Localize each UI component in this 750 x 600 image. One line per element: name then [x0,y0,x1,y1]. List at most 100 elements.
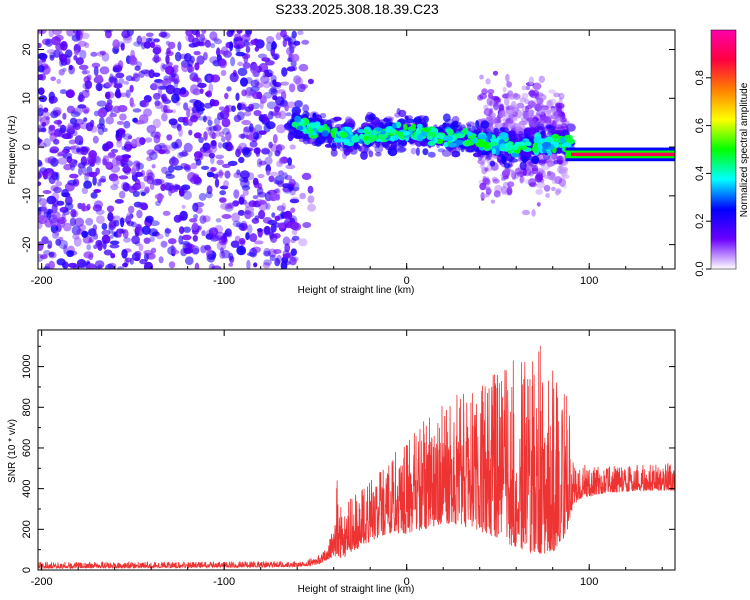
spectrogram-noise-blob [171,155,176,165]
spectrogram-noise-blob [65,89,75,99]
spectrogram-ridge-halo [472,152,482,158]
spectrogram-noise-blob [55,171,60,182]
spectrogram-ridge-halo [326,119,332,128]
spectrogram-noise-blob [86,203,91,211]
spectrogram-noise-blob [128,54,137,65]
spectrogram-noise-blob [148,69,155,79]
spectrogram-scatter-blob [553,92,561,98]
spectrogram-noise-blob [245,46,251,53]
spectrogram-ridge-halo [529,122,537,130]
spectrogram-noise-blob [201,30,207,35]
spectrogram-noise-blob [43,138,51,147]
spectrogram-scatter-blob [502,86,507,93]
spectrogram-scatter-blob [479,74,484,80]
spectrogram-ridge-core [563,134,573,141]
spectrogram-noise-blob [62,112,67,120]
spectrogram-noise-blob [225,104,233,113]
spectrogram-ridge-core [374,127,383,132]
spectrogram-noise-blob [145,215,154,223]
spectrogram-noise-blob [171,93,180,104]
spectrogram-noise-blob [131,235,141,245]
spectrogram-noise-blob [98,117,105,127]
spectrogram-scatter-blob [493,102,499,111]
spectrogram-scatter-blob [501,186,507,195]
spectrogram-scatter-blob [485,156,491,161]
chart-title: S233.2025.308.18.39.C23 [275,1,439,17]
spectrogram-noise-blob [66,105,75,114]
spectrogram-scatter-blob [491,95,500,101]
spectrogram-noise-blob [110,165,121,173]
spectrogram-ridge-halo [519,161,527,171]
spectrogram-noise-blob [275,32,282,41]
spectrogram-scatter-blob [516,102,525,109]
spectrogram-noise-blob [264,72,273,78]
spectrogram-noise-blob [154,193,165,200]
spectrogram-noise-blob [250,86,260,92]
spectrogram-noise-blob [138,243,144,252]
spectrogram-noise-blob [115,130,120,138]
spectrogram-noise-blob [89,119,95,128]
spectrogram-noise-blob [220,69,227,77]
spectrogram-noise-blob [227,160,238,167]
spectrogram-noise-blob [109,244,120,249]
spectrogram-ridge-core [475,140,486,148]
spectrogram-scatter-blob [496,122,503,129]
spectrogram-ridge-halo [507,130,516,139]
spectrogram-noise-blob [228,262,234,267]
spectrogram-noise-blob [112,215,121,222]
spectrogram-noise-blob [178,226,185,235]
spectrogram-noise-blob [203,51,208,61]
spectrogram-noise-blob [99,66,110,75]
spectrogram-noise-blob [165,54,170,65]
spectrogram-noise-blob [270,171,279,176]
spectrogram-noise-blob [104,30,112,39]
spectrogram-ridge-halo [499,127,505,132]
spectrogram-noise-blob [116,120,124,125]
spectrogram-noise-blob [96,51,105,57]
spectrogram-noise-blob [48,251,55,258]
spectrogram-scatter-blob [535,188,543,195]
spectrogram-noise-blob [120,43,125,51]
spectrogram-scatter-blob [488,93,493,99]
spectrogram-noise-blob [264,69,273,78]
spectrogram-noise-blob [55,180,63,187]
spectrogram-noise-blob [71,123,80,128]
spectrogram-noise-blob [51,211,61,220]
spectrogram-ridge-core [512,144,519,151]
spectrogram-scatter-blob [527,110,533,115]
spectrogram-noise-blob [156,233,164,240]
spectrogram-noise-blob [242,189,249,196]
spectrogram-noise-blob [153,53,160,64]
spectrogram-noise-blob [273,188,280,194]
spectrogram-noise-blob [206,185,213,195]
spectrogram-noise-blob [203,131,208,141]
spectrogram-noise-blob [254,124,263,132]
spectrogram-noise-blob [165,50,174,57]
colorbar-strip [710,29,737,270]
spectrogram-noise-blob [112,66,120,73]
spectrogram-noise-blob [291,53,300,62]
spectrogram-noise-blob [115,72,125,79]
spectrogram-noise-blob [258,160,267,166]
spectrogram-noise-blob [121,30,131,39]
spectrogram-noise-blob [73,237,82,247]
spectrogram-noise-blob [302,104,310,113]
spectrogram-noise-blob [187,34,195,43]
spectrogram-scatter-blob [492,70,499,76]
spectrogram-noise-blob [154,144,163,152]
spectrogram-noise-blob [285,112,292,117]
spectrogram-scatter-blob [514,167,523,175]
spectrogram-ridge-halo [363,147,371,154]
spectrogram-noise-blob [224,105,230,116]
spectrogram-noise-blob [181,234,192,241]
spectrogram-noise-blob [192,235,198,242]
spectrogram-noise-blob [99,50,107,55]
spectrogram-scatter-blob [545,193,550,198]
spectrogram-noise-blob [78,140,84,146]
spectrogram-noise-blob [278,110,287,120]
spectrogram-ridge-region [286,100,576,171]
spectrogram-ridge-halo [441,149,452,157]
spectrogram-scatter-blob [507,113,515,119]
spectrogram-noise-blob [154,101,163,109]
spectrogram-scatter-blob [528,76,534,86]
